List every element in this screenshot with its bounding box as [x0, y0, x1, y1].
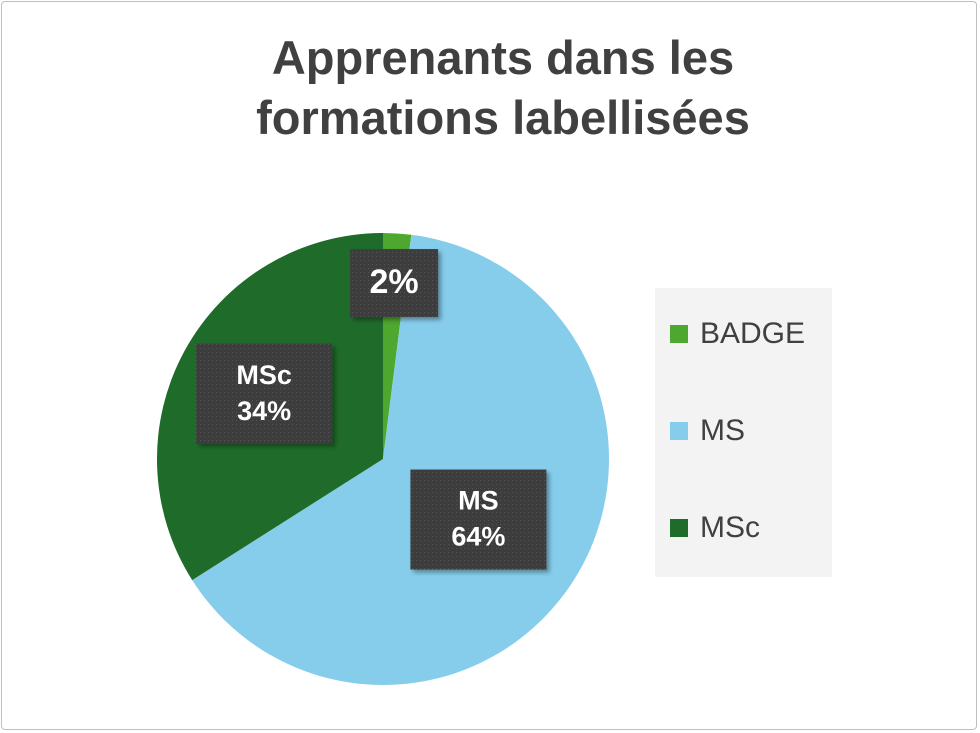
legend-label: BADGE [700, 317, 805, 350]
data-label-box [196, 343, 333, 444]
data-label: 2% [369, 263, 418, 301]
data-label-category: MS [458, 486, 499, 516]
legend-swatch [670, 422, 688, 440]
legend-label: MS [700, 414, 745, 447]
data-label-category: MSc [236, 360, 292, 390]
data-label: 64% [451, 522, 505, 552]
legend-swatch [670, 519, 688, 537]
data-label-box [350, 249, 439, 318]
data-label-box [410, 469, 547, 570]
data-label: 34% [237, 396, 291, 426]
chart-title: Apprenants dans les formations labellisé… [256, 31, 750, 144]
legend-swatch [670, 325, 688, 343]
legend-label: MSc [700, 511, 760, 544]
pie-slice [192, 234, 609, 685]
